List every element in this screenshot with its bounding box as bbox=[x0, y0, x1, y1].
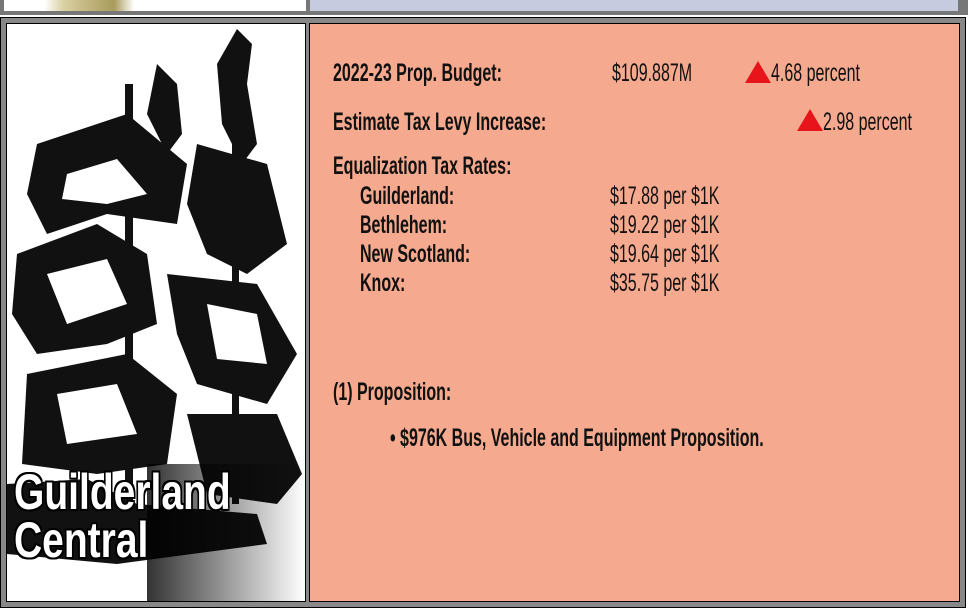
proposition-heading: (1) Proposition: bbox=[333, 378, 452, 406]
proposition-text: $976K Bus, Vehicle and Equipment Proposi… bbox=[400, 424, 764, 452]
budget-value: $109.887M bbox=[612, 59, 693, 87]
rate-value: $19.64 per $1K bbox=[610, 240, 720, 268]
previous-image bbox=[4, 0, 306, 11]
budget-change: 4.68 percent bbox=[771, 59, 860, 87]
rate-town: Guilderland: bbox=[360, 182, 455, 210]
rate-town: New Scotland: bbox=[360, 240, 471, 268]
rate-value: $35.75 per $1K bbox=[610, 269, 720, 297]
levy-label: Estimate Tax Levy Increase: bbox=[333, 108, 547, 136]
bullet: • bbox=[390, 424, 401, 452]
rate-town: Knox: bbox=[360, 269, 406, 297]
caption-line: Central bbox=[14, 512, 149, 568]
info-box bbox=[309, 23, 960, 602]
proposition-item: • $976K Bus, Vehicle and Equipment Propo… bbox=[390, 423, 864, 454]
budget-label: 2022-23 Prop. Budget: bbox=[333, 59, 502, 87]
previous-box bbox=[310, 0, 958, 11]
levy-change: 2.98 percent bbox=[823, 108, 912, 136]
increase-arrow bbox=[745, 61, 771, 83]
rate-town: Bethlehem: bbox=[360, 211, 448, 239]
ship-illustration bbox=[7, 29, 305, 601]
rate-value: $19.22 per $1K bbox=[610, 211, 720, 239]
rate-value: $17.88 per $1K bbox=[610, 182, 720, 210]
increase-arrow bbox=[797, 109, 823, 131]
caption-line: Guilderland bbox=[14, 464, 231, 520]
rates-heading: Equalization Tax Rates: bbox=[333, 152, 512, 180]
